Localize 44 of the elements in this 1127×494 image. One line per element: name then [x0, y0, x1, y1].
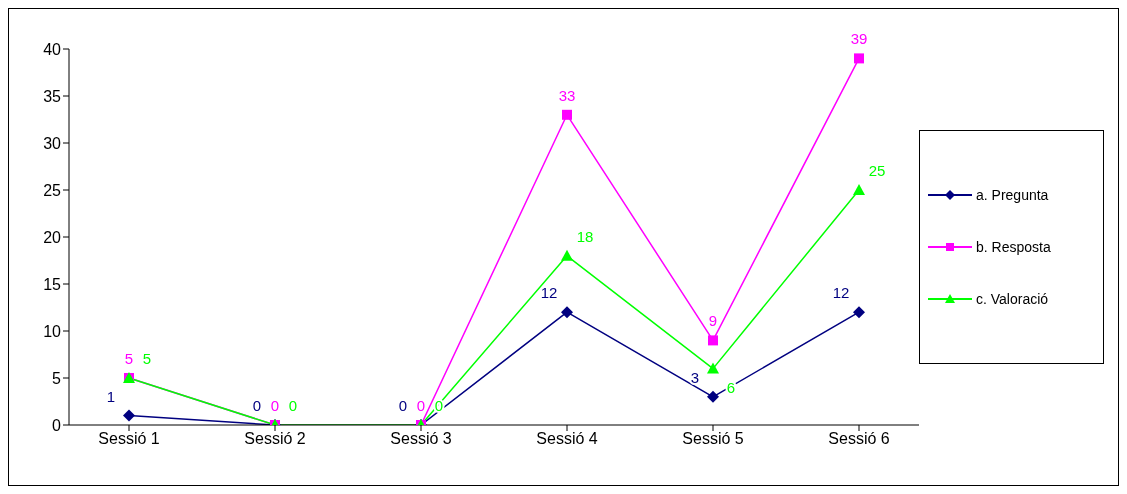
data-label: 39 [850, 30, 868, 48]
x-tick-label: Sessió 3 [390, 430, 452, 448]
y-tick-label: 20 [43, 228, 62, 246]
data-label: 1 [106, 387, 116, 405]
point [708, 335, 718, 346]
data-label: 5 [142, 350, 152, 367]
point [853, 306, 865, 319]
x-tick-label: Sessió 6 [828, 430, 890, 448]
point [561, 306, 573, 319]
data-label: 0 [398, 397, 408, 414]
data-label: 0 [288, 397, 298, 414]
point [853, 184, 865, 195]
x-tick-label: Sessió 1 [98, 430, 160, 448]
legend-label: c. Valoració [976, 291, 1049, 307]
y-tick-label: 40 [43, 40, 62, 58]
data-label: 0 [252, 397, 262, 414]
point [123, 409, 135, 422]
data-label: 33 [558, 86, 576, 104]
y-tick-label: 0 [52, 416, 62, 434]
x-tick-label: Sessió 4 [536, 430, 598, 448]
x-tick-label: Sessió 5 [682, 430, 744, 448]
y-tick-label: 10 [43, 322, 62, 340]
data-label: 5 [124, 350, 134, 367]
y-tick-label: 35 [43, 87, 62, 105]
data-label: 18 [576, 227, 594, 245]
data-label: 3 [690, 368, 700, 386]
data-label: 0 [416, 397, 426, 414]
point [707, 390, 719, 403]
legend-label: a. Pregunta [976, 187, 1049, 203]
y-tick-label: 30 [43, 134, 62, 152]
y-tick-label: 25 [43, 181, 62, 199]
data-label: 12 [832, 284, 850, 302]
y-tick-label: 15 [43, 275, 62, 293]
y-tick-label: 5 [52, 369, 62, 387]
data-label: 12 [540, 284, 558, 302]
legend-label: b. Resposta [976, 239, 1051, 255]
data-label: 9 [708, 312, 718, 330]
point [561, 249, 573, 261]
point [854, 53, 864, 64]
data-label: 0 [270, 397, 280, 414]
point [707, 362, 719, 374]
data-label: 25 [868, 162, 886, 179]
x-tick-label: Sessió 2 [244, 430, 306, 448]
point [562, 109, 572, 120]
